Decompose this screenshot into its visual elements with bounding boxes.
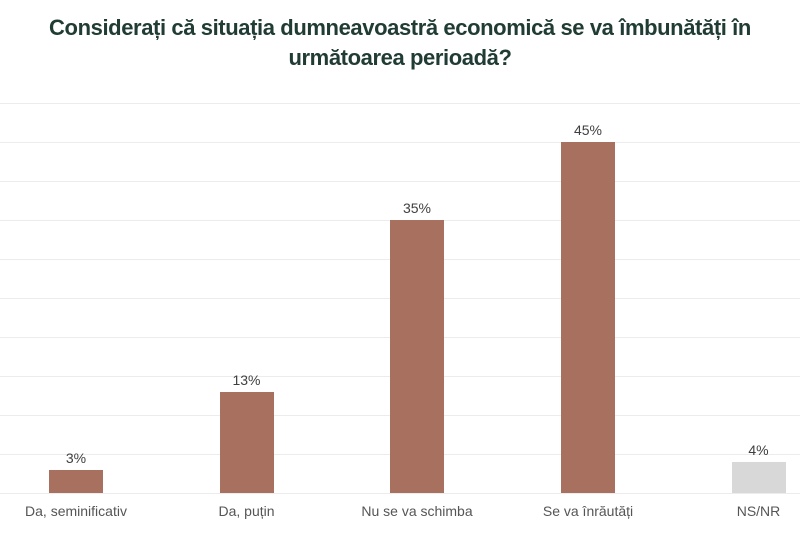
bar-3 xyxy=(390,220,444,493)
chart-title-line1: Considerați că situația dumneavoastră ec… xyxy=(49,15,751,40)
bar-value-label: 13% xyxy=(232,371,261,388)
x-axis: Da, seminificativ Da, puțin Nu se va schim… xyxy=(0,503,800,525)
bar-value-label: 3% xyxy=(65,449,87,466)
x-axis-label: NS/NR xyxy=(736,503,781,519)
chart-title: Considerați că situația dumneavoastră ec… xyxy=(0,13,800,73)
chart-title-line2: următoarea perioadă? xyxy=(288,45,512,70)
x-axis-label: Da, puțin xyxy=(218,503,275,519)
bar-value-label: 35% xyxy=(402,200,432,216)
bar-4 xyxy=(561,142,615,493)
plot-area: 3% 13% 35% 45% 4% xyxy=(0,103,800,494)
bar-2 xyxy=(219,391,274,493)
bar-1 xyxy=(49,469,103,493)
x-axis-label: Nu se va schimba xyxy=(361,503,473,519)
bar-value-label: 4% xyxy=(748,441,769,458)
bar-value-label: 45% xyxy=(573,122,603,138)
x-axis-label: Se va înrăutăți xyxy=(542,503,634,519)
bar-5 xyxy=(731,461,786,493)
x-axis-label: Da, seminificativ xyxy=(25,503,127,519)
